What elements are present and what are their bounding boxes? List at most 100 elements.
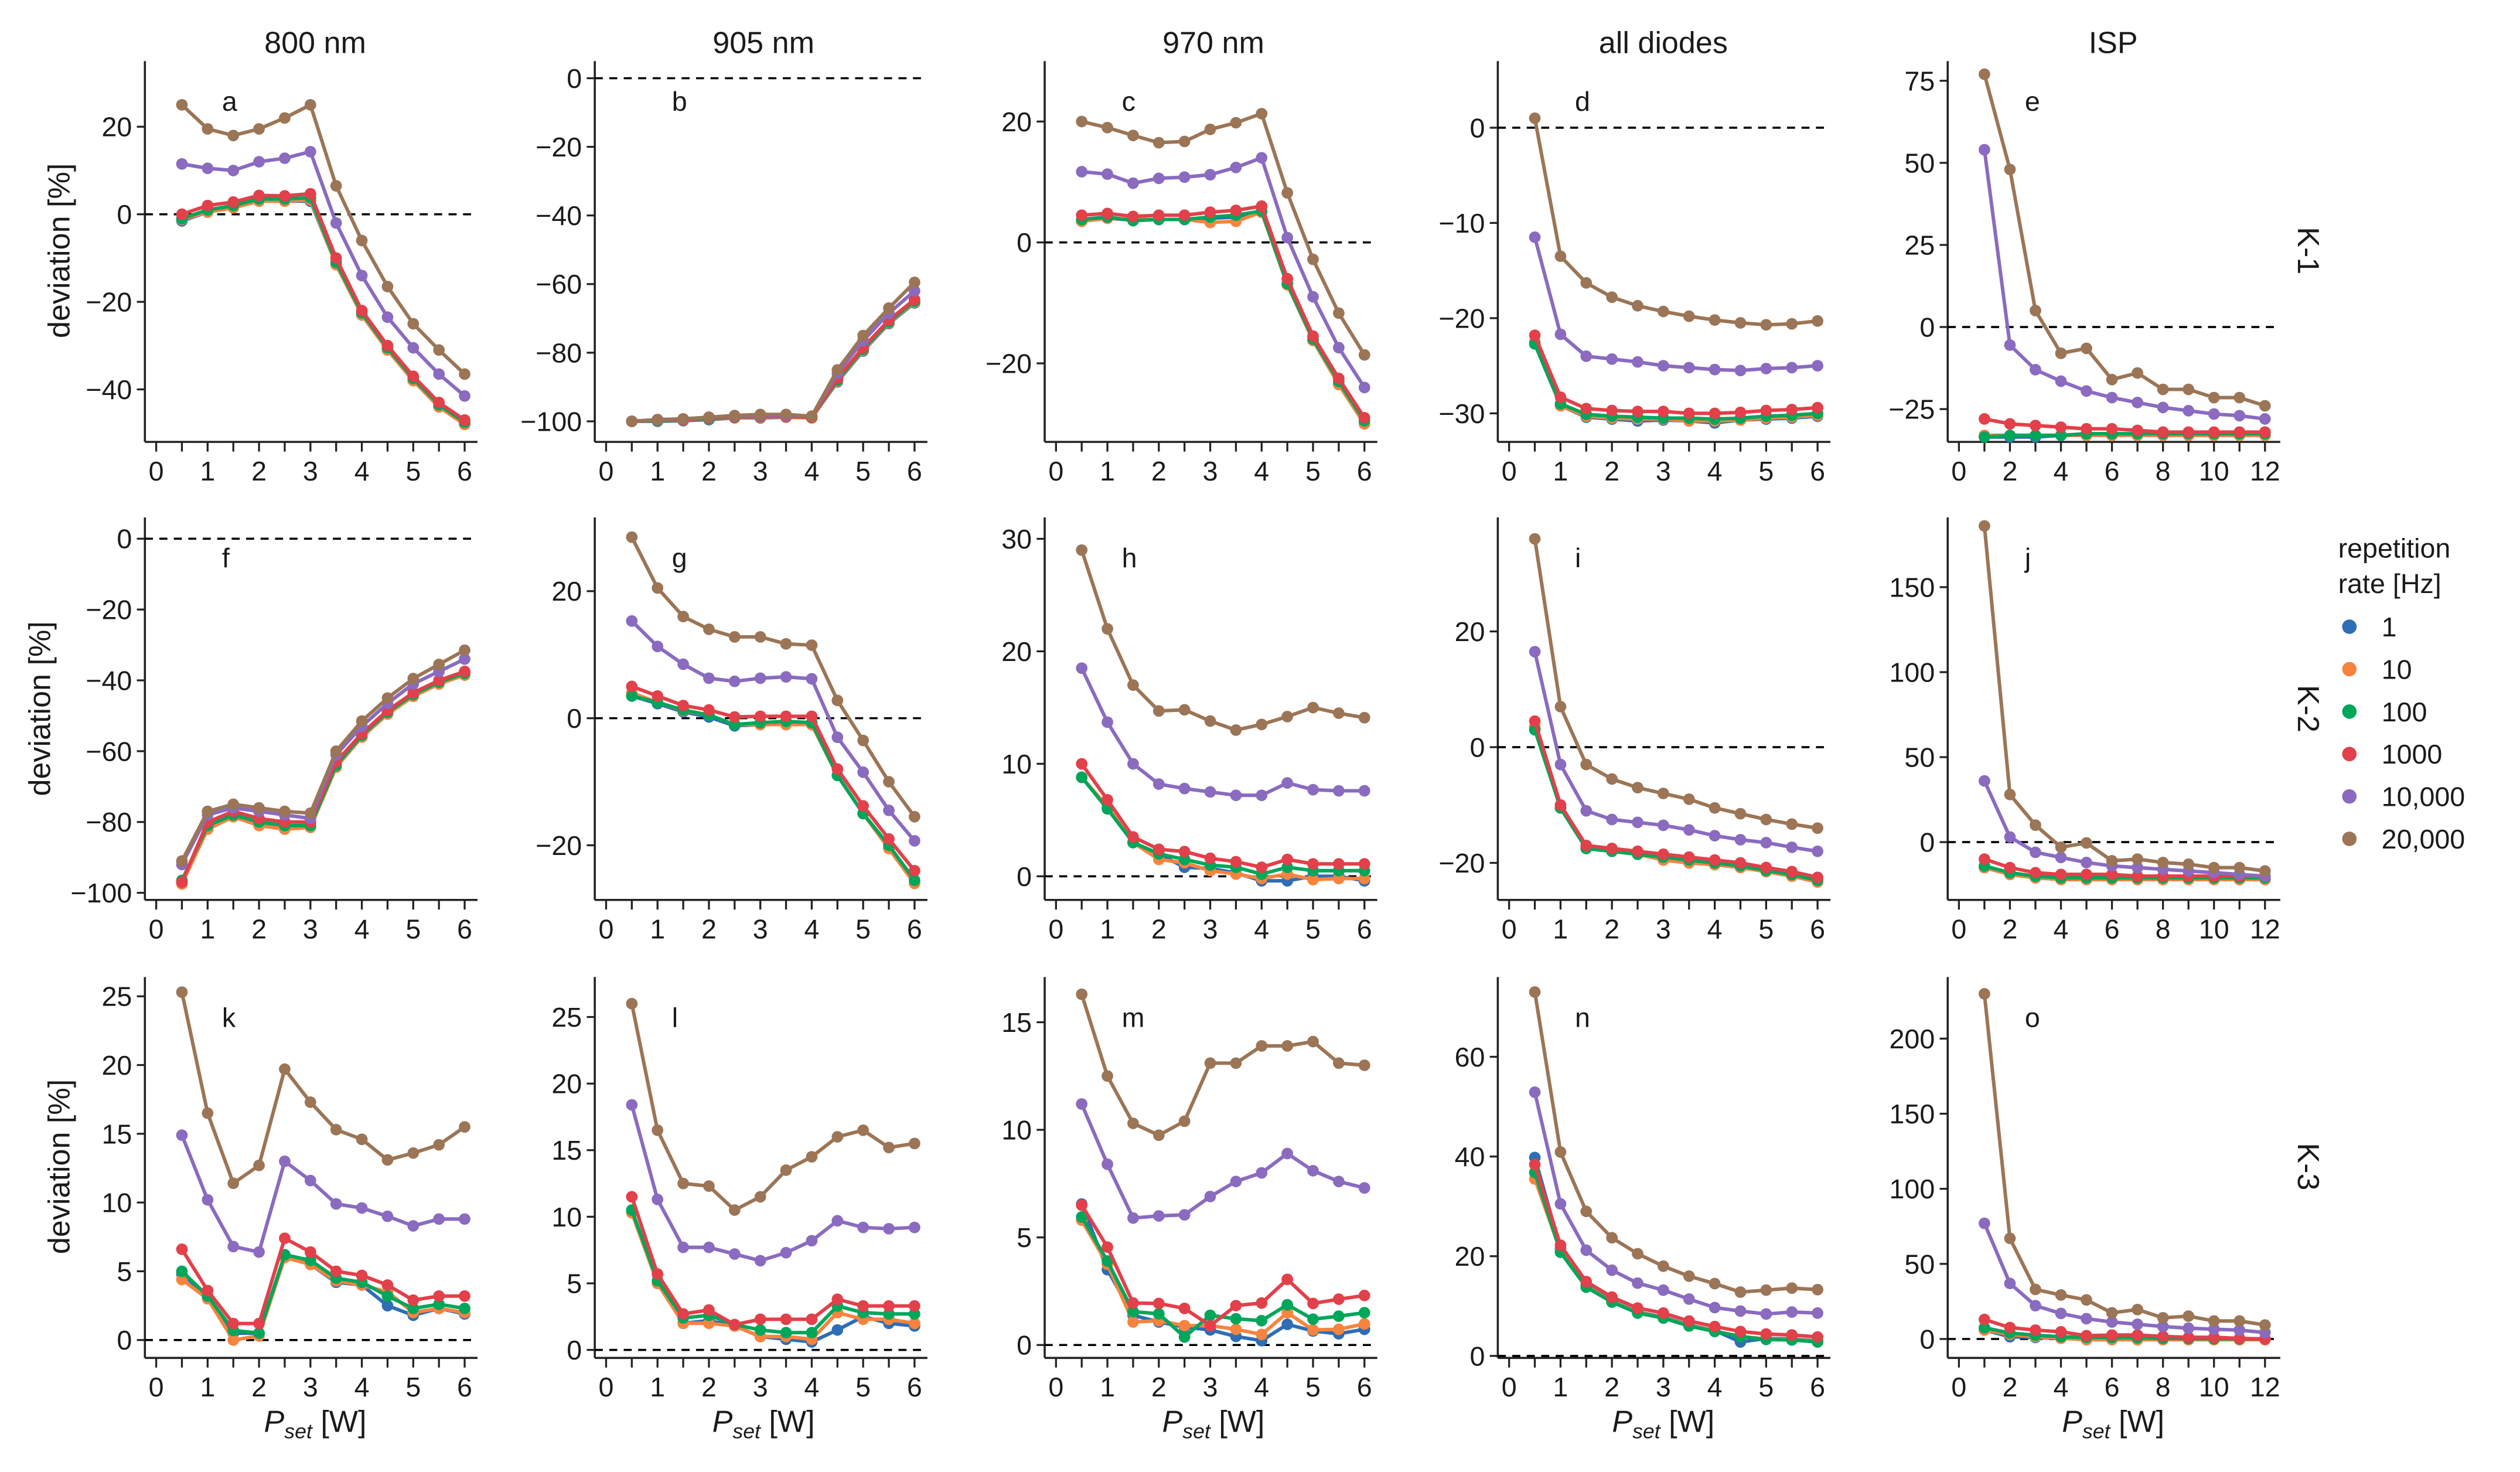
data-point: [2208, 1331, 2220, 1344]
data-point: [1683, 851, 1695, 863]
data-point: [2106, 1316, 2118, 1328]
data-point: [2055, 347, 2067, 359]
data-point: [1102, 1241, 1113, 1253]
data-point: [1812, 822, 1823, 834]
x-tick-label: 1: [1553, 914, 1568, 945]
data-point: [1204, 1320, 1216, 1332]
y-tick-label: 0: [1469, 1341, 1485, 1371]
data-point: [883, 833, 895, 845]
data-point: [2055, 375, 2067, 387]
y-tick-label: 0: [1919, 1324, 1935, 1354]
data-point: [227, 1317, 240, 1330]
y-tick-label: 0: [117, 1325, 132, 1355]
data-point: [2004, 339, 2016, 351]
data-point: [1152, 209, 1165, 222]
data-point: [407, 342, 420, 354]
data-point: [831, 763, 844, 775]
data-point: [1152, 172, 1165, 185]
series-10000: [1076, 1098, 1370, 1224]
y-tick-label: 0: [1017, 227, 1032, 258]
row-label-k3: K-3: [2291, 1143, 2325, 1190]
data-point: [1979, 775, 1990, 787]
data-point: [356, 270, 368, 282]
data-point: [381, 281, 394, 292]
x-tick-label: 1: [1553, 456, 1568, 486]
data-point: [1281, 1307, 1294, 1319]
data-point: [1580, 1276, 1593, 1288]
data-point: [728, 1248, 741, 1260]
data-point: [279, 1232, 291, 1245]
data-point: [1281, 1147, 1294, 1160]
data-point: [202, 123, 214, 135]
y-tick-label: 25: [551, 1002, 582, 1033]
series-10000: [176, 145, 470, 402]
x-tick-label: 1: [200, 914, 215, 945]
data-point: [1152, 1297, 1165, 1310]
series-20000: [626, 531, 920, 823]
data-point: [227, 165, 240, 176]
data-point: [1333, 372, 1345, 384]
data-point: [703, 1317, 715, 1330]
data-point: [1256, 861, 1268, 873]
y-tick-label: 20: [551, 1069, 582, 1099]
data-point: [1281, 231, 1294, 244]
data-point: [1178, 209, 1191, 222]
data-point: [857, 1300, 869, 1312]
data-point: [2157, 383, 2169, 396]
data-point: [909, 874, 920, 886]
data-point: [703, 672, 715, 684]
y-tick-label: −20: [1438, 303, 1485, 333]
data-point: [1580, 1205, 1593, 1218]
data-point: [1632, 845, 1643, 857]
data-point: [677, 658, 689, 670]
legend-item: 1000: [2342, 739, 2442, 769]
y-tick-label: −40: [86, 665, 132, 696]
data-point: [2259, 426, 2271, 438]
data-point: [909, 1137, 920, 1150]
data-point: [1554, 1146, 1567, 1158]
data-point: [407, 1294, 420, 1306]
data-point: [2233, 1333, 2246, 1344]
data-point: [1358, 1289, 1370, 1301]
data-point: [1979, 1321, 1990, 1334]
data-point: [1102, 1158, 1113, 1170]
data-point: [1580, 277, 1593, 289]
y-tick-label: −20: [536, 830, 582, 861]
data-point: [433, 1290, 445, 1302]
data-point: [2030, 1283, 2041, 1296]
data-point: [831, 1293, 844, 1306]
data-point: [1554, 250, 1567, 263]
data-point: [703, 623, 715, 635]
data-point: [2030, 1324, 2041, 1336]
data-point: [1529, 231, 1541, 243]
y-tick-label: −60: [86, 736, 132, 766]
data-point: [2004, 1321, 2016, 1334]
data-point: [1127, 831, 1139, 843]
data-point: [2183, 383, 2195, 396]
data-point: [677, 611, 689, 623]
data-point: [227, 798, 240, 810]
data-point: [356, 1269, 368, 1282]
data-point: [2055, 430, 2067, 441]
data-point: [677, 1308, 689, 1320]
data-point: [626, 415, 638, 427]
y-tick-label: 15: [551, 1135, 582, 1166]
y-tick-label: 0: [117, 524, 132, 554]
y-tick-label: 0: [1017, 1330, 1032, 1361]
data-point: [1230, 1300, 1242, 1311]
data-point: [1786, 362, 1798, 374]
data-point: [1204, 715, 1216, 727]
data-point: [1734, 1286, 1747, 1298]
x-tick-label: 0: [1048, 1372, 1063, 1402]
data-point: [1580, 840, 1593, 851]
data-point: [652, 640, 664, 653]
data-point: [253, 123, 265, 135]
x-tick-label: 3: [303, 456, 318, 486]
data-point: [1658, 406, 1669, 418]
y-tick-label: 20: [1001, 636, 1032, 667]
x-tick-label: 2: [251, 456, 267, 486]
data-point: [1658, 1284, 1669, 1296]
data-point: [227, 1334, 240, 1346]
data-point: [626, 531, 638, 543]
y-tick-label: −20: [86, 595, 132, 625]
